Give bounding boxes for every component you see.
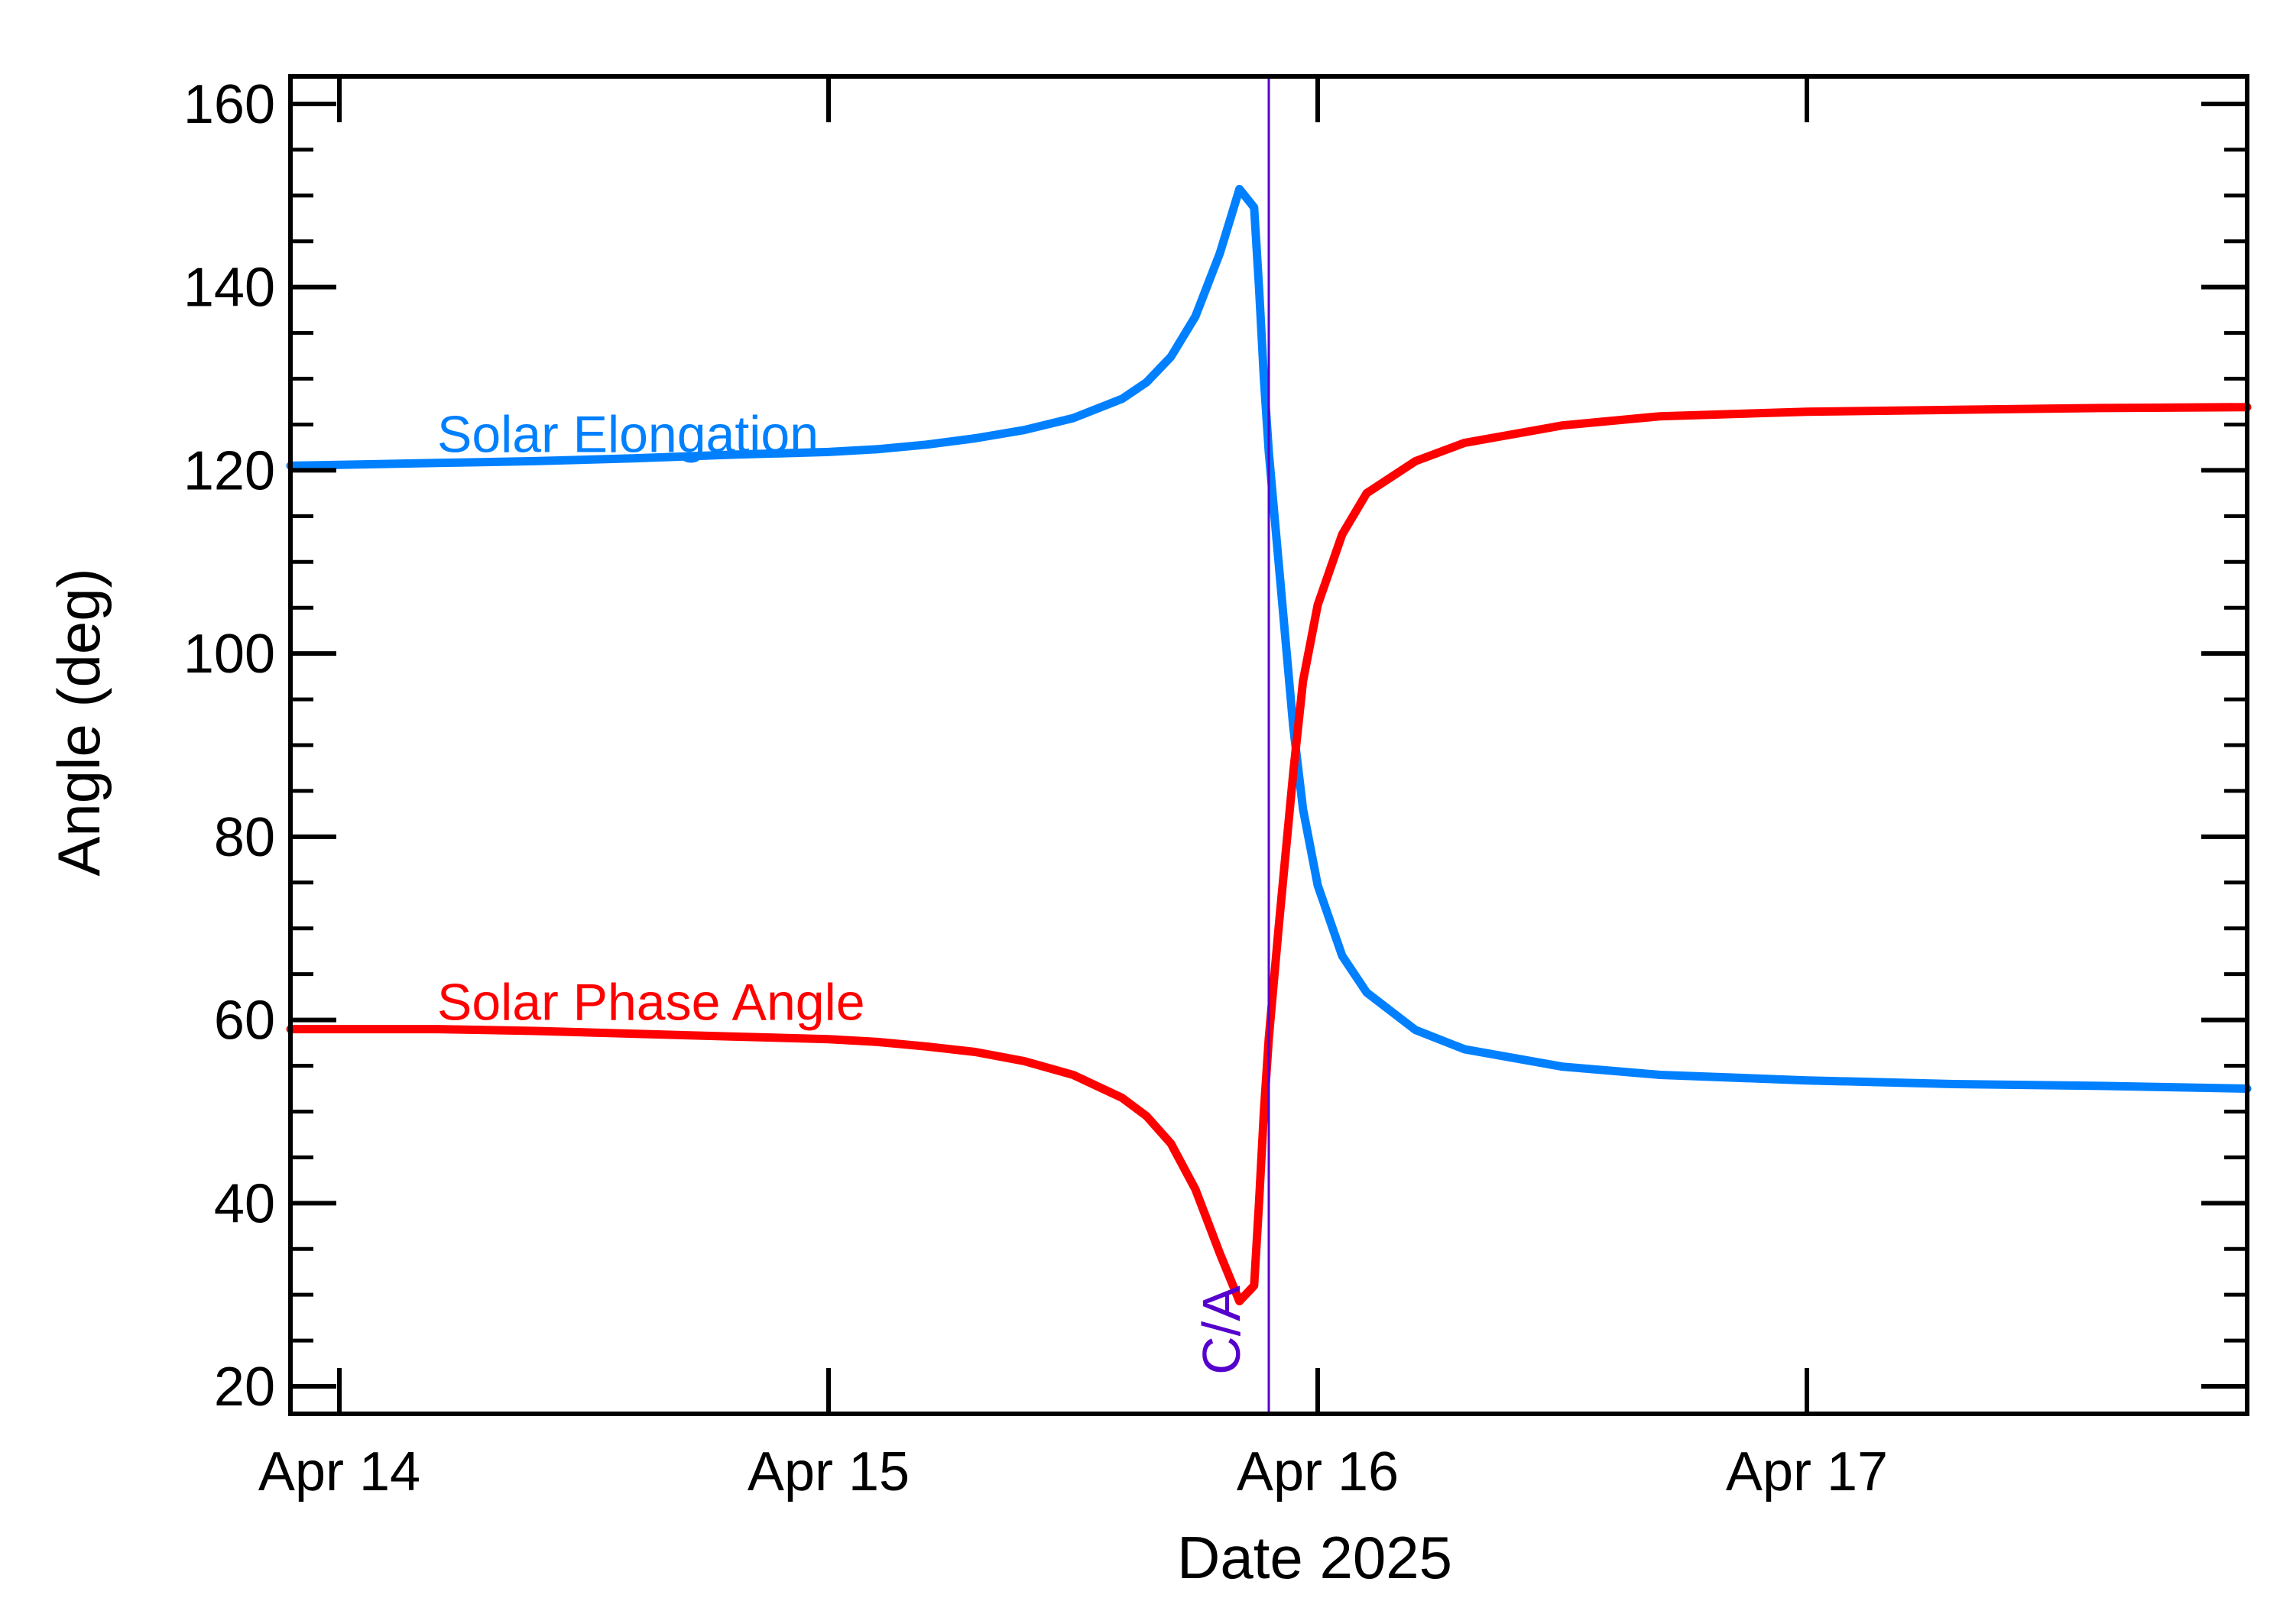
plot-frame [288, 74, 2249, 1416]
x-tick-label: Apr 15 [748, 1441, 910, 1502]
y-tick-label: 100 [183, 624, 275, 685]
x-tick-label: Apr 16 [1237, 1441, 1399, 1502]
series-curves [286, 76, 2252, 1414]
y-tick-label: 60 [214, 990, 275, 1052]
closest-approach-label: C/A [1192, 1285, 1251, 1375]
y-tick-label: 20 [214, 1357, 275, 1418]
series-label-1: Solar Phase Angle [437, 974, 865, 1032]
x-tick-label: Apr 17 [1726, 1441, 1888, 1502]
y-tick-label: 80 [214, 807, 275, 868]
y-tick-label: 160 [183, 74, 275, 135]
x-tick-label: Apr 14 [258, 1441, 420, 1502]
y-tick-label: 120 [183, 440, 275, 501]
y-axis-title: Angle (deg) [45, 568, 112, 876]
series-labels: Solar Elongation Solar Phase Angle C/A [437, 405, 1251, 1374]
axis-ticks: 20 40 60 80 100 120 140 160 Apr 14 Apr 15 Apr 16 Ap… [183, 74, 2247, 1502]
series-label-0: Solar Elongation [437, 405, 819, 463]
series-line-1 [286, 403, 2252, 1306]
y-tick-label: 40 [214, 1173, 275, 1234]
y-tick-label: 140 [183, 258, 275, 319]
series-line-0 [286, 184, 2252, 1093]
x-axis-title: Date 2025 [1177, 1524, 1452, 1591]
